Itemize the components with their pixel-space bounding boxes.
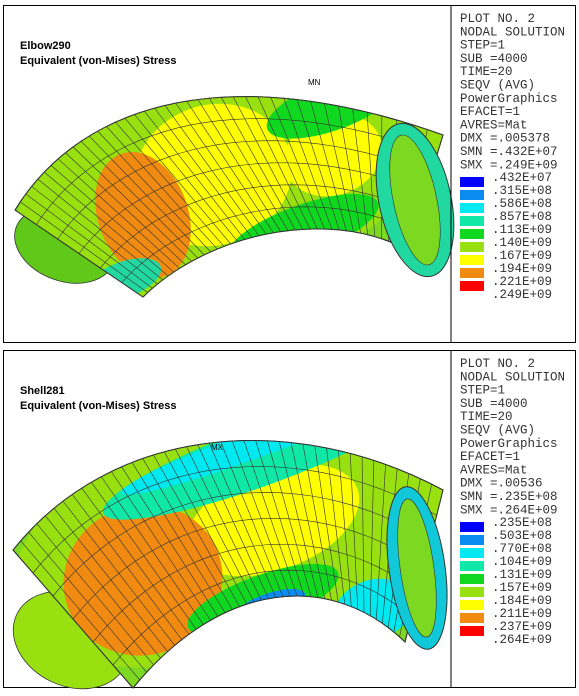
info-line: AVRES=Mat (460, 463, 528, 477)
panel: MX Shell281 Equivalent (von-Mises) Stress P… (3, 350, 576, 690)
info-line: AVRES=Mat (460, 118, 528, 132)
info-line: TIME=20 (460, 410, 513, 424)
legend-label: .264E+09 (492, 633, 552, 647)
mesh-line (78, 162, 426, 254)
info-line: NODAL SOLUTION (460, 370, 565, 384)
info-line: EFACET=1 (460, 450, 520, 464)
legend-label: .104E+09 (492, 555, 552, 569)
info-line: SEQV (AVG) (460, 79, 535, 93)
info-line: STEP=1 (460, 39, 505, 53)
info-line: PowerGraphics (460, 92, 558, 106)
legend-label: .131E+09 (492, 568, 552, 582)
mesh-line (121, 206, 414, 283)
info-line: NODAL SOLUTION (460, 25, 565, 39)
legend-label: .237E+09 (492, 620, 552, 634)
legend-label: .157E+09 (492, 581, 552, 595)
contours (13, 440, 443, 688)
legend-swatch (460, 600, 484, 610)
legend-label: .315E+08 (492, 184, 552, 198)
legend-swatch (460, 626, 484, 636)
panel: MN Elbow290 Equivalent (von-Mises) Stress P… (3, 5, 576, 343)
plot-subtitle: Equivalent (von-Mises) Stress (20, 400, 177, 412)
node-label: MN (308, 78, 321, 87)
info-line: SUB =4000 (460, 52, 528, 66)
legend-swatch (460, 574, 484, 584)
mesh-line (92, 544, 418, 643)
legend-label: .503E+08 (492, 529, 552, 543)
contour-region (95, 152, 191, 278)
info-line: SMN =.235E+08 (460, 490, 558, 504)
pipe-outline (14, 96, 444, 298)
legend-swatch (460, 613, 484, 623)
legend-label: .770E+08 (492, 542, 552, 556)
legend-swatch (460, 216, 484, 226)
legend-label: .167E+09 (492, 249, 552, 263)
mesh-line (72, 518, 425, 620)
info-line: PowerGraphics (460, 437, 558, 451)
info-line: SMX =.264E+09 (460, 503, 558, 517)
info-line: DMX =.00536 (460, 477, 543, 491)
legend-swatch (460, 548, 484, 558)
info-line: STEP=1 (460, 384, 505, 398)
plot-subtitle: Equivalent (von-Mises) Stress (20, 55, 177, 67)
legend-swatch (460, 242, 484, 252)
info-line: TIME=20 (460, 65, 513, 79)
legend-label: .249E+09 (492, 288, 552, 302)
legend-swatch (460, 229, 484, 239)
legend-swatch (460, 535, 484, 545)
legend-swatch (460, 522, 484, 532)
info-line: PLOT NO. 2 (460, 357, 535, 371)
info-line: SMX =.249E+09 (460, 158, 558, 172)
legend-label: .184E+09 (492, 594, 552, 608)
info-line: DMX =.005378 (460, 132, 550, 146)
legend-label: .857E+08 (492, 210, 552, 224)
mesh-line (100, 184, 420, 269)
legend-label: .235E+08 (492, 516, 552, 530)
mesh-line (57, 140, 432, 240)
info-line: EFACET=1 (460, 105, 520, 119)
mesh-line (36, 118, 438, 225)
legend-label: .211E+09 (492, 607, 552, 621)
info-line: SUB =4000 (460, 397, 528, 411)
mesh-line (52, 492, 431, 597)
legend-label: .586E+08 (492, 197, 552, 211)
node-label: MX (211, 443, 224, 452)
mesh-line (112, 569, 412, 666)
legend-swatch (460, 281, 484, 291)
plot-title: Elbow290 (20, 40, 71, 52)
info-line: SMN =.432E+07 (460, 145, 558, 159)
legend-label: .194E+09 (492, 262, 552, 276)
plot-title: Shell281 (20, 385, 65, 397)
contour-region (121, 440, 385, 495)
legend-swatch (460, 268, 484, 278)
legend-label: .113E+09 (492, 223, 552, 237)
legend-label: .221E+09 (492, 275, 552, 289)
legend-label: .140E+09 (492, 236, 552, 250)
legend-swatch (460, 255, 484, 265)
pipe-end-inner (397, 498, 437, 638)
info-line: PLOT NO. 2 (460, 12, 535, 26)
legend-swatch (460, 177, 484, 187)
legend-label: .432E+07 (492, 171, 552, 185)
info-line: SEQV (AVG) (460, 424, 535, 438)
pipe-end-inner (389, 134, 441, 266)
contour-region (63, 504, 223, 656)
legend-swatch (460, 203, 484, 213)
mesh-line (32, 466, 437, 574)
legend-swatch (460, 587, 484, 597)
legend-swatch (460, 190, 484, 200)
pipe-outline (12, 440, 444, 689)
legend-swatch (460, 561, 484, 571)
